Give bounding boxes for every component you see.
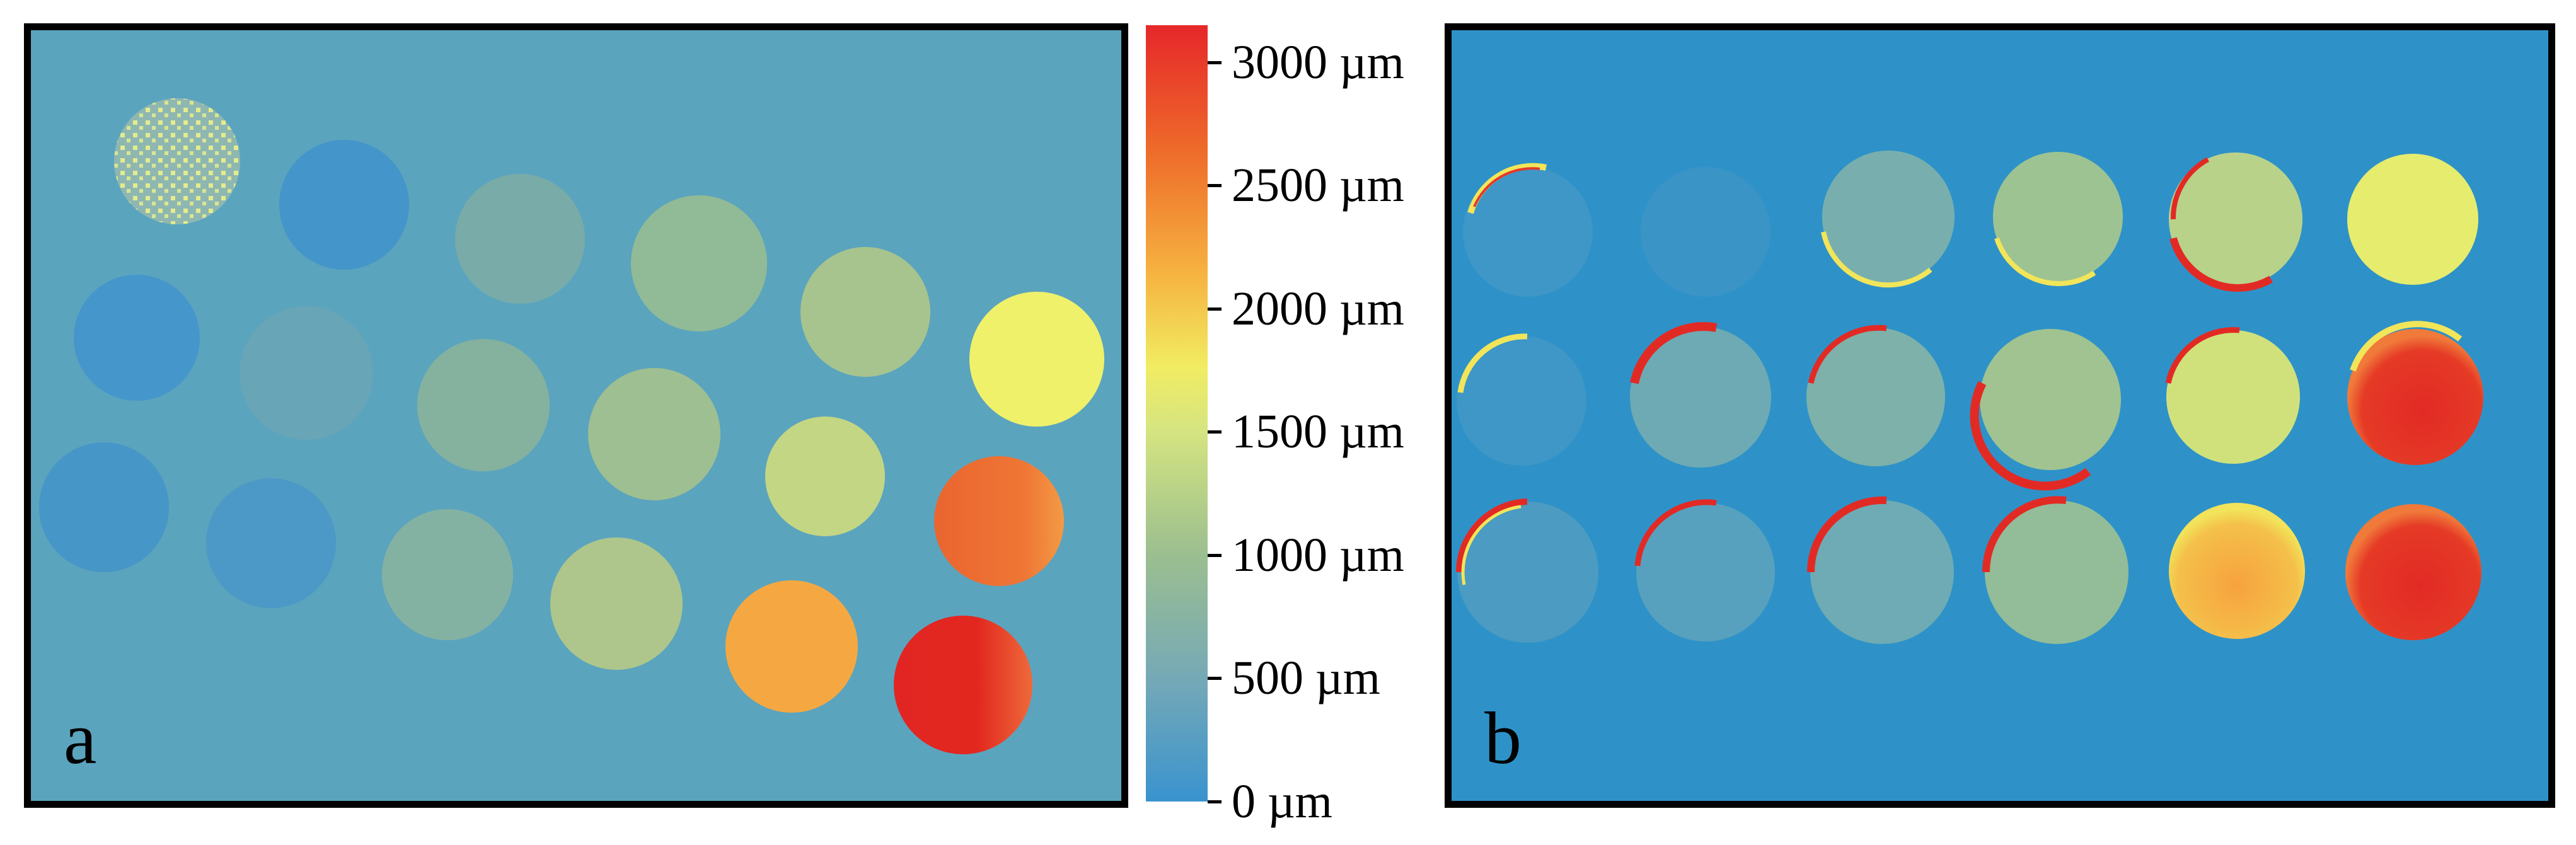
colorbar-tick xyxy=(1208,184,1222,188)
disc-a-5 xyxy=(800,247,930,377)
disc-b-7 xyxy=(1457,333,1586,466)
disc-b-17 xyxy=(2169,503,2305,639)
disc-b-5 xyxy=(2169,152,2302,292)
disc-b-10 xyxy=(1970,329,2121,491)
disc-a-2 xyxy=(279,140,409,270)
panel-b-label: b xyxy=(1484,697,1522,779)
colorbar-tick xyxy=(1208,430,1222,434)
colorbar-tick xyxy=(1208,307,1222,311)
disc-b-2 xyxy=(1641,167,1770,297)
panel-b-intensity-map: b xyxy=(1445,23,2555,808)
disc-a-18 xyxy=(894,616,1032,754)
disc-a-17 xyxy=(725,580,858,713)
panel-b-discs xyxy=(1456,151,2483,644)
colorbar-tick-label: 0 µm xyxy=(1232,775,1332,828)
disc-b-8 xyxy=(1630,322,1771,468)
colorbar-tick-label: 3000 µm xyxy=(1232,35,1404,89)
disc-a-4 xyxy=(631,195,767,331)
disc-b-13 xyxy=(1456,498,1598,643)
colorbar-tick xyxy=(1208,60,1222,64)
panel-a-depth-map: a xyxy=(24,23,1128,808)
disc-a-6 xyxy=(969,292,1104,427)
disc-b-16 xyxy=(1982,496,2128,644)
depth-colorbar xyxy=(1146,25,1208,802)
disc-b-1 xyxy=(1463,163,1593,297)
colorbar-tick xyxy=(1208,553,1222,557)
disc-a-8 xyxy=(240,306,373,440)
disc-b-9 xyxy=(1806,325,1945,466)
disc-a-16 xyxy=(550,537,683,670)
colorbar-tick xyxy=(1208,677,1222,681)
disc-a-14 xyxy=(206,478,336,608)
colorbar-tick xyxy=(1208,800,1222,803)
disc-a-9 xyxy=(417,339,550,471)
disc-b-11 xyxy=(2165,327,2300,464)
colorbar-tick-label: 500 µm xyxy=(1232,652,1380,705)
disc-b-3 xyxy=(1821,151,1955,288)
disc-a-3 xyxy=(455,174,585,304)
disc-a-7 xyxy=(74,275,200,401)
disc-a-15 xyxy=(382,509,513,640)
disc-a-11 xyxy=(765,417,885,536)
colorbar-tick-label: 2000 µm xyxy=(1232,282,1404,335)
disc-a-13 xyxy=(39,442,169,572)
colorbar-tick-label: 2500 µm xyxy=(1232,159,1404,212)
panel-a-label: a xyxy=(64,697,97,779)
disc-b-12 xyxy=(2347,321,2483,465)
disc-a-12 xyxy=(934,456,1064,586)
panel-a-discs xyxy=(39,98,1104,754)
disc-b-4 xyxy=(1993,152,2123,287)
disc-a-1 xyxy=(114,98,240,224)
disc-b-18 xyxy=(2345,504,2481,640)
colorbar-tick-label: 1500 µm xyxy=(1232,405,1404,459)
disc-b-6 xyxy=(2347,154,2478,285)
disc-b-15 xyxy=(1806,496,1954,644)
disc-b-14 xyxy=(1634,499,1775,641)
disc-a-10 xyxy=(588,368,720,500)
colorbar-tick-label: 1000 µm xyxy=(1232,528,1404,582)
